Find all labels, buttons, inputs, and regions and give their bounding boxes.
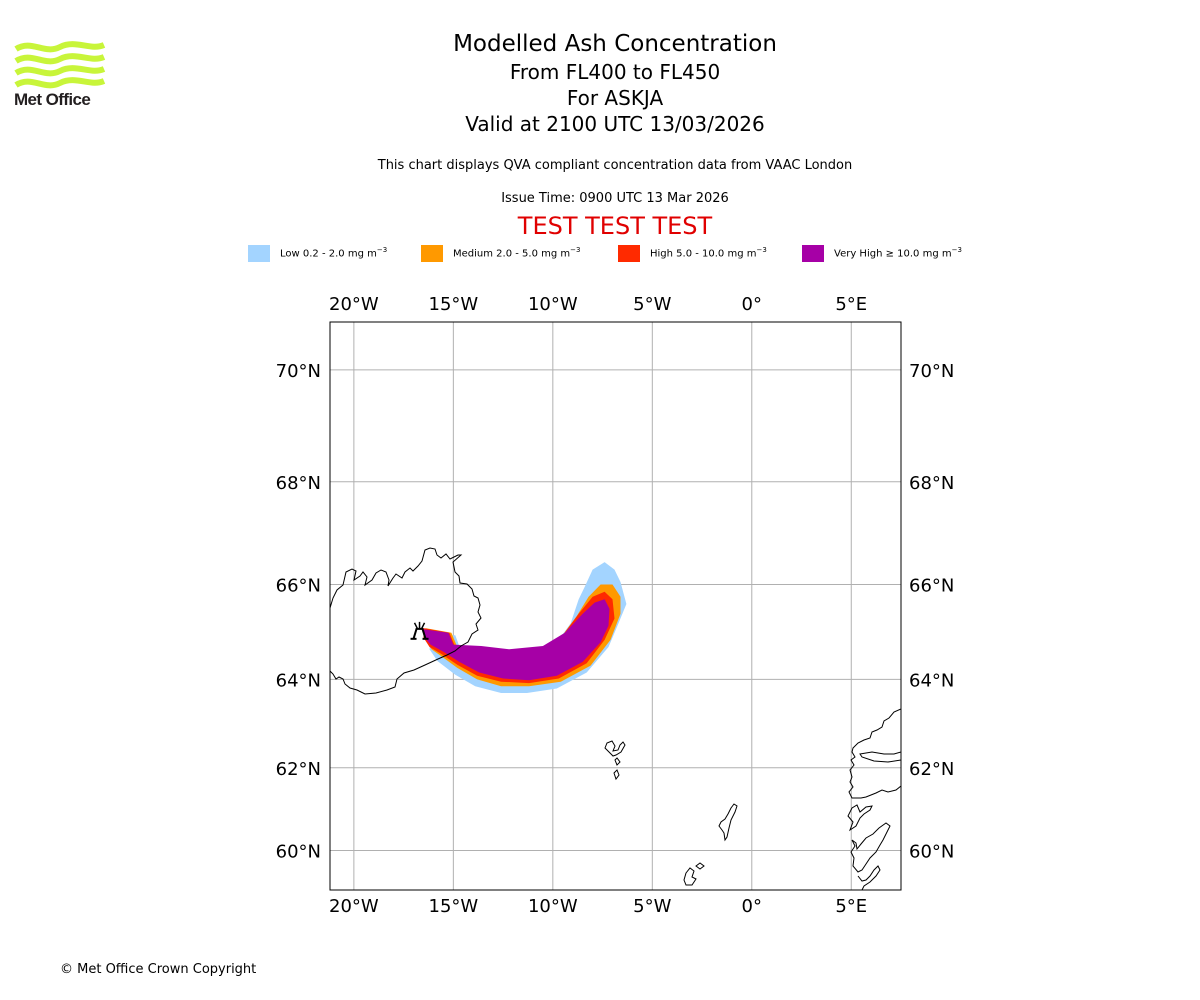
chart-title: Modelled Ash Concentration <box>453 31 777 57</box>
ash-level-medium <box>425 584 621 687</box>
coastline-shetland <box>718 803 738 842</box>
title-block: Modelled Ash Concentration From FL400 to… <box>0 30 1200 137</box>
lat-tick-label-right: 68°N <box>909 473 954 494</box>
legend-swatch-very-high <box>802 245 824 262</box>
volcano-plume-lines <box>413 621 426 630</box>
lon-tick-label-top: 15°W <box>429 294 479 315</box>
lon-tick-label-top: 10°W <box>528 294 578 315</box>
lon-tick-label-bottom: 5°E <box>835 896 867 917</box>
coastline-norway <box>847 708 901 890</box>
qva-note: This chart displays QVA compliant concen… <box>377 158 853 173</box>
legend-label-very-high: Very High ≥ 10.0 mg m−3 <box>834 246 962 260</box>
test-banner: TEST TEST TEST <box>517 212 713 240</box>
lat-tick-label-left: 62°N <box>276 759 321 780</box>
legend-swatch-low <box>248 245 270 262</box>
ash-level-very-high <box>421 599 610 681</box>
lon-tick-label-bottom: 10°W <box>528 896 578 917</box>
legend-swatch-medium <box>421 245 443 262</box>
legend-label-low: Low 0.2 - 2.0 mg m−3 <box>280 246 388 260</box>
lon-tick-label-bottom: 20°W <box>329 896 379 917</box>
coastline-orkney <box>683 862 705 886</box>
axis-tick-labels: 20°W 20°W 15°W 15°W 10°W 10°W 5°W 5°W 0° 0° 5°E 5°E… <box>276 294 955 917</box>
lon-tick-label-bottom: 5°W <box>633 896 671 917</box>
lat-tick-label-right: 60°N <box>909 841 954 862</box>
ash-level-low <box>429 562 627 693</box>
flight-level-range: From FL400 to FL450 <box>509 60 721 84</box>
ash-plume <box>421 562 627 693</box>
lat-tick-label-left: 68°N <box>276 473 321 494</box>
lat-tick-label-right: 70°N <box>909 361 954 382</box>
lat-tick-label-right: 66°N <box>909 575 954 596</box>
copyright: © Met Office Crown Copyright <box>60 962 257 977</box>
lon-tick-label-bottom: 0° <box>742 896 762 917</box>
lat-tick-label-left: 70°N <box>276 361 321 382</box>
volcano-cone <box>412 627 427 640</box>
gridlines <box>330 322 901 890</box>
coastlines <box>330 547 901 890</box>
coastline-iceland <box>330 547 482 695</box>
lat-tick-label-left: 60°N <box>276 841 321 862</box>
legend-label-high: High 5.0 - 10.0 mg m−3 <box>650 246 767 260</box>
met-office-logo-icon <box>14 41 106 89</box>
lon-tick-label-top: 20°W <box>329 294 379 315</box>
lon-tick-label-bottom: 15°W <box>429 896 479 917</box>
lat-tick-label-left: 66°N <box>276 575 321 596</box>
lat-tick-label-right: 64°N <box>909 670 954 691</box>
legend-label-medium: Medium 2.0 - 5.0 mg m−3 <box>453 246 581 260</box>
volcano-name: For ASKJA <box>566 86 664 110</box>
coastline-faroes <box>604 740 626 781</box>
volcano-marker-icon <box>410 621 429 640</box>
ash-level-high <box>423 591 615 684</box>
issue-time: Issue Time: 0900 UTC 13 Mar 2026 <box>501 191 729 206</box>
lat-tick-label-left: 64°N <box>276 670 321 691</box>
lon-tick-label-top: 0° <box>742 294 762 315</box>
logo-text: Met Office <box>14 90 91 109</box>
legend-swatch-high <box>618 245 640 262</box>
lon-tick-label-top: 5°W <box>633 294 671 315</box>
map-frame <box>329 321 902 891</box>
valid-time: Valid at 2100 UTC 13/03/2026 <box>465 112 765 136</box>
lon-tick-label-top: 5°E <box>835 294 867 315</box>
lat-tick-label-right: 62°N <box>909 759 954 780</box>
